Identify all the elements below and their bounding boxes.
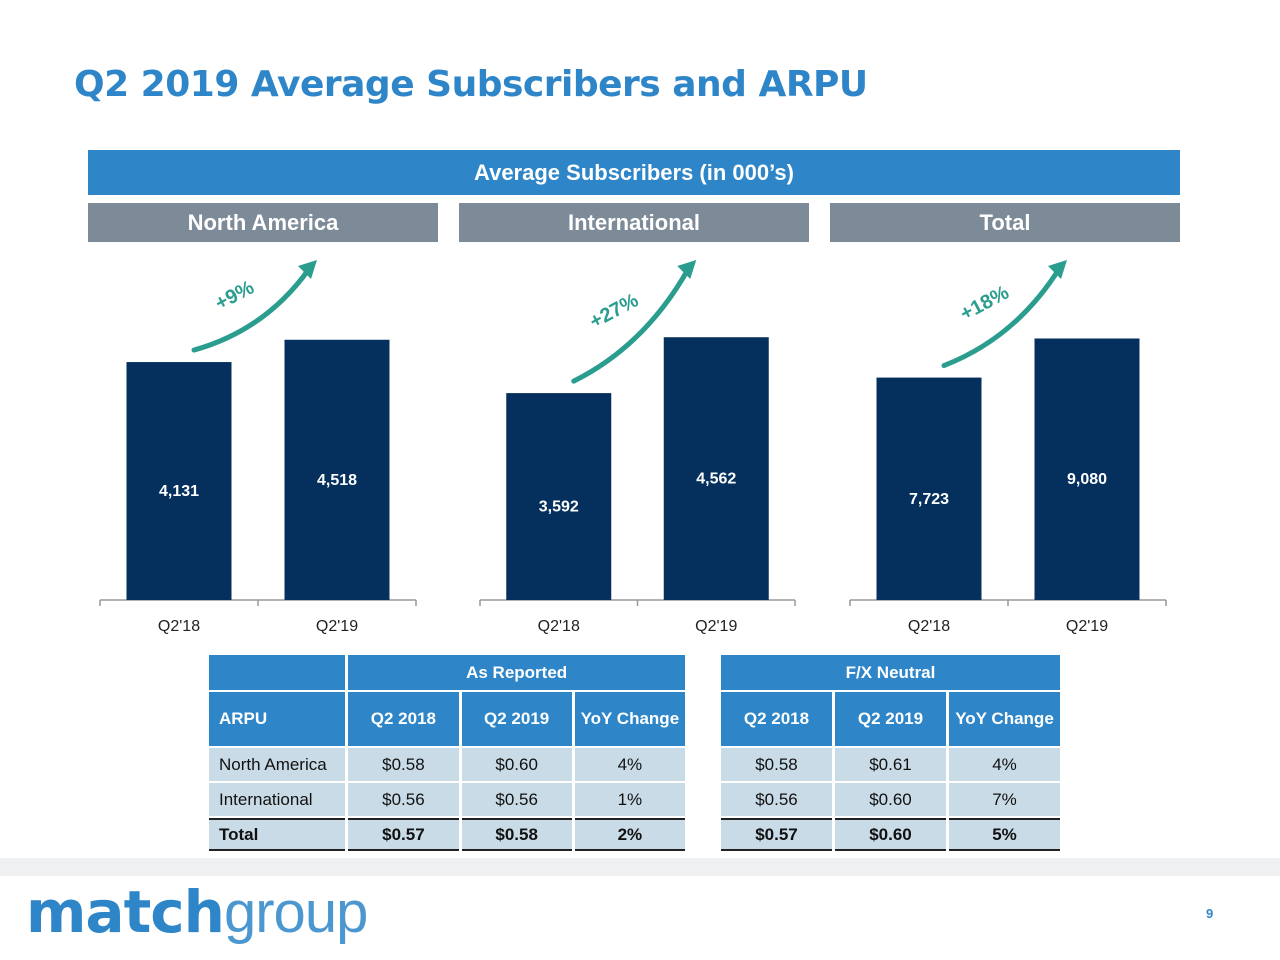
arpu-table-fx-neutral: F/X Neutral Q2 2018 Q2 2019 YoY Change $… <box>718 653 1063 853</box>
growth-label: +27% <box>586 289 642 333</box>
subscribers-charts: 4,131 Q2'18 4,518 Q2'19 +9% 3,592 Q2'18 4,562 Q2… <box>0 240 1280 660</box>
growth-label: +9% <box>212 276 258 315</box>
growth-arrow <box>941 266 1062 369</box>
table-cell: $0.56 <box>721 783 832 816</box>
growth-arrow <box>191 266 312 353</box>
bar-value-label: 9,080 <box>1067 471 1107 488</box>
bar <box>284 339 390 600</box>
growth-arrowhead <box>1048 260 1067 279</box>
x-tick-label: Q2'18 <box>158 618 200 635</box>
table-cell: $0.56 <box>461 783 572 816</box>
x-tick-label: Q2'19 <box>695 618 737 635</box>
bar-value-label: 3,592 <box>539 499 579 516</box>
region-header-total: Total <box>830 203 1180 242</box>
col-q2-2018: Q2 2018 <box>721 692 832 746</box>
table-cell: 1% <box>574 783 685 816</box>
table-cell: $0.61 <box>835 748 946 781</box>
table-cell: 7% <box>949 783 1060 816</box>
row-label: Total <box>209 818 346 851</box>
x-tick-label: Q2'18 <box>538 618 580 635</box>
table-cell: 4% <box>574 748 685 781</box>
bar <box>126 362 232 600</box>
region-header-international: International <box>459 203 809 242</box>
table-cell: 4% <box>949 748 1060 781</box>
bar <box>663 337 769 600</box>
table-row-total: Total $0.57 $0.58 2% <box>209 818 685 851</box>
growth-arrow <box>571 266 691 384</box>
table-cell: $0.58 <box>461 818 572 851</box>
group-header-as-reported: As Reported <box>348 655 685 690</box>
table-cell: 5% <box>949 818 1060 851</box>
logo-group: group <box>223 880 368 945</box>
footer-band <box>0 858 1280 876</box>
row-label: International <box>209 783 346 816</box>
table-cell: $0.60 <box>835 818 946 851</box>
group-header-fx-neutral: F/X Neutral <box>721 655 1060 690</box>
table-row: International $0.56 $0.56 1% <box>209 783 685 816</box>
bar <box>506 393 612 600</box>
col-yoy-change: YoY Change <box>949 692 1060 746</box>
bar-value-label: 4,518 <box>317 472 357 489</box>
corner-cell <box>209 655 346 690</box>
table-cell: 2% <box>574 818 685 851</box>
table-cell: $0.57 <box>348 818 459 851</box>
arpu-label: ARPU <box>209 692 346 746</box>
x-tick-label: Q2'18 <box>908 618 950 635</box>
average-subscribers-banner: Average Subscribers (in 000’s) <box>88 150 1180 195</box>
growth-arrowhead <box>298 260 317 279</box>
table-cell: $0.58 <box>721 748 832 781</box>
col-yoy-change: YoY Change <box>574 692 685 746</box>
table-cell: $0.57 <box>721 818 832 851</box>
table-row: North America $0.58 $0.60 4% <box>209 748 685 781</box>
growth-label: +18% <box>957 282 1013 326</box>
table-cell: $0.60 <box>461 748 572 781</box>
table-cell: $0.58 <box>348 748 459 781</box>
col-q2-2018: Q2 2018 <box>348 692 459 746</box>
matchgroup-logo: matchgroup <box>26 878 368 946</box>
bar <box>876 377 982 600</box>
col-q2-2019: Q2 2019 <box>461 692 572 746</box>
table-row: $0.58 $0.61 4% <box>721 748 1060 781</box>
arpu-table-as-reported: As Reported ARPU Q2 2018 Q2 2019 YoY Cha… <box>206 653 688 853</box>
x-tick-label: Q2'19 <box>316 618 358 635</box>
region-header-north-america: North America <box>88 203 438 242</box>
logo-match: match <box>26 878 225 946</box>
bar-value-label: 4,562 <box>696 471 736 488</box>
bar <box>1034 338 1140 600</box>
table-row: $0.56 $0.60 7% <box>721 783 1060 816</box>
row-label: North America <box>209 748 346 781</box>
page-number: 9 <box>1206 906 1214 921</box>
table-cell: $0.60 <box>835 783 946 816</box>
subscribers-chart-svg: 4,131 Q2'18 4,518 Q2'19 +9% 3,592 Q2'18 4,562 Q2… <box>99 260 1167 635</box>
col-q2-2019: Q2 2019 <box>835 692 946 746</box>
x-tick-label: Q2'19 <box>1066 618 1108 635</box>
table-row-total: $0.57 $0.60 5% <box>721 818 1060 851</box>
bar-value-label: 7,723 <box>909 491 949 508</box>
bar-value-label: 4,131 <box>159 483 199 500</box>
page-title: Q2 2019 Average Subscribers and ARPU <box>74 64 868 105</box>
table-cell: $0.56 <box>348 783 459 816</box>
growth-arrowhead <box>677 260 697 279</box>
